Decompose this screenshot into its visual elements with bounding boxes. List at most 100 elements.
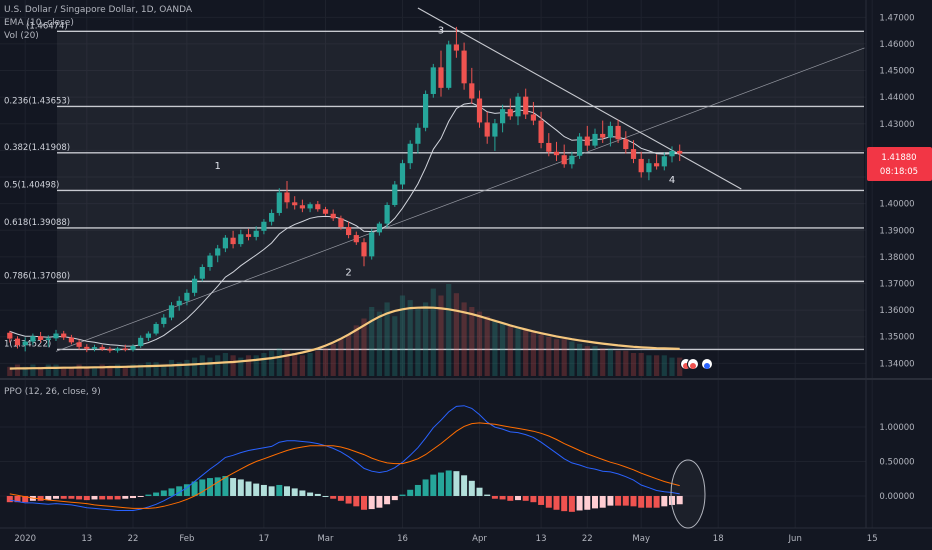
candle-body-17 bbox=[138, 337, 144, 347]
falling-trendline bbox=[417, 7, 742, 190]
candle-body-12 bbox=[99, 347, 105, 350]
histogram-bar-23 bbox=[183, 484, 190, 496]
histogram-bar-32 bbox=[253, 483, 260, 496]
candle-body-59 bbox=[461, 50, 467, 84]
candle-body-33 bbox=[261, 221, 267, 231]
candle-body-35 bbox=[276, 192, 282, 213]
histogram-bar-35 bbox=[276, 484, 283, 496]
candle-body-21 bbox=[168, 305, 175, 318]
legend-ema[interactable]: EMA (10, close) bbox=[4, 18, 74, 28]
histogram-bar-0 bbox=[6, 495, 13, 503]
volume-bar-55 bbox=[430, 288, 436, 376]
candle-body-46 bbox=[361, 242, 367, 257]
histogram-bar-75 bbox=[584, 495, 591, 510]
ppo-histogram bbox=[6, 470, 683, 512]
legend-ppo[interactable]: PPO (12, 26, close, 9) bbox=[4, 387, 101, 397]
histogram-bar-84 bbox=[653, 495, 660, 508]
price-axis[interactable]: 1.470001.460001.450001.440001.430001.420… bbox=[879, 13, 914, 369]
volume-bar-0 bbox=[7, 366, 13, 376]
candle-body-45 bbox=[353, 235, 359, 243]
histogram-bar-34 bbox=[268, 486, 275, 496]
time-tick-10: May bbox=[632, 534, 650, 544]
price-tick-11: 1.36000 bbox=[879, 306, 914, 316]
volume-bar-21 bbox=[168, 359, 175, 376]
candle-body-41 bbox=[322, 209, 329, 214]
histogram-bar-39 bbox=[307, 492, 314, 496]
volume-bar-4 bbox=[38, 366, 44, 376]
event-flag-dot-icon-1 bbox=[690, 363, 696, 369]
price-badge-price: 1.41880 bbox=[881, 153, 916, 163]
candle-body-52 bbox=[407, 143, 413, 164]
wave-label-0: 1 bbox=[215, 161, 221, 172]
histogram-bar-44 bbox=[345, 495, 352, 504]
candle-body-1 bbox=[14, 338, 21, 346]
candle-body-78 bbox=[607, 125, 613, 138]
time-axis[interactable]: 2020 13 22 Feb 17 Mar 16 Apr 13 22 May 18 Jun 15 bbox=[14, 534, 877, 544]
candle-body-19 bbox=[153, 323, 159, 334]
volume-bar-20 bbox=[161, 364, 167, 376]
histogram-bar-8 bbox=[68, 495, 75, 499]
candle-body-61 bbox=[476, 98, 483, 123]
volume-bar-54 bbox=[423, 302, 429, 376]
candle-body-40 bbox=[315, 204, 321, 210]
candle-body-86 bbox=[669, 150, 675, 157]
volume-bar-49 bbox=[384, 302, 390, 376]
legend-title[interactable]: U.S. Dollar / Singapore Dollar, 1D, OAND… bbox=[4, 5, 193, 15]
volume-bar-48 bbox=[376, 311, 382, 376]
price-tick-1: 1.46000 bbox=[879, 40, 914, 50]
histogram-bar-11 bbox=[91, 495, 98, 500]
volume-bar-27 bbox=[215, 355, 221, 376]
volume-bar-66 bbox=[515, 327, 521, 376]
histogram-bar-27 bbox=[214, 477, 221, 496]
candle-body-62 bbox=[484, 122, 490, 137]
candle-body-14 bbox=[115, 348, 121, 351]
wave-labels: 1 2 3 4 bbox=[215, 25, 676, 278]
ppo-axis[interactable]: 1.00000 0.50000 0.00000 bbox=[879, 423, 914, 502]
volume-bar-8 bbox=[68, 366, 74, 376]
candle-body-10 bbox=[84, 346, 90, 349]
candle-body-38 bbox=[299, 205, 305, 209]
candle-body-77 bbox=[600, 133, 606, 138]
histogram-bar-5 bbox=[45, 495, 52, 501]
event-flags[interactable] bbox=[680, 358, 713, 370]
candle-body-83 bbox=[646, 163, 652, 173]
histogram-bar-36 bbox=[284, 486, 290, 496]
price-tick-8: 1.39000 bbox=[879, 226, 914, 236]
ppo-highlight-ellipse[interactable] bbox=[670, 459, 706, 529]
volume-bar-73 bbox=[569, 341, 575, 376]
histogram-bar-20 bbox=[160, 490, 167, 496]
trend-lines[interactable] bbox=[55, 7, 865, 352]
histogram-bar-33 bbox=[260, 484, 267, 496]
histogram-bar-74 bbox=[576, 495, 583, 511]
legend-vol[interactable]: Vol (20) bbox=[4, 31, 39, 41]
histogram-bar-83 bbox=[645, 495, 652, 508]
volume-bar-75 bbox=[584, 346, 590, 376]
volume-bar-6 bbox=[53, 364, 59, 376]
volume-bar-39 bbox=[307, 353, 313, 376]
fib-top-label: (1.46474) bbox=[26, 21, 68, 31]
candle-body-67 bbox=[523, 96, 529, 115]
histogram-bar-24 bbox=[191, 481, 198, 496]
price-tick-9: 1.38000 bbox=[879, 253, 914, 263]
volume-bar-77 bbox=[600, 348, 606, 376]
volume-bar-56 bbox=[438, 295, 444, 376]
histogram-bar-14 bbox=[114, 495, 121, 500]
ppo-signal-line bbox=[9, 422, 680, 509]
candle-body-58 bbox=[453, 44, 459, 51]
candle-body-56 bbox=[438, 67, 444, 88]
candle-body-79 bbox=[615, 125, 621, 140]
volume-bar-16 bbox=[130, 364, 136, 376]
volume-bar-22 bbox=[176, 362, 182, 376]
price-badge-box bbox=[867, 147, 932, 181]
candle-body-60 bbox=[469, 83, 475, 99]
volume-bar-79 bbox=[615, 350, 621, 376]
histogram-bar-28 bbox=[222, 475, 229, 496]
histogram-bar-46 bbox=[361, 495, 367, 510]
fib-retracement[interactable]: 0.236(1.43653) 0.382(1.41908) 0.5(1.40498)… bbox=[4, 21, 864, 351]
histogram-bar-73 bbox=[568, 495, 575, 512]
volume-bar-19 bbox=[153, 362, 159, 376]
volume-bar-80 bbox=[623, 350, 629, 376]
candle-body-42 bbox=[330, 213, 336, 219]
histogram-bar-71 bbox=[553, 495, 560, 510]
